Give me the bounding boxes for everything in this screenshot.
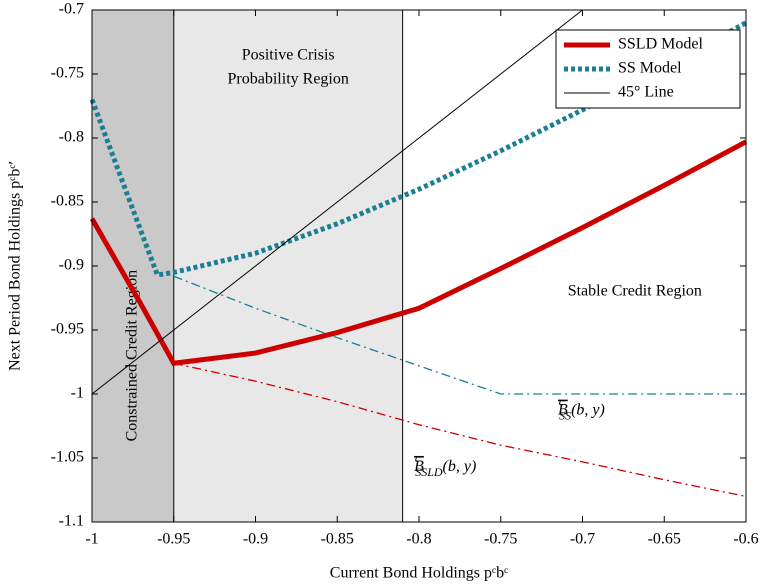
x-axis-label: Current Bond Holdings pᶜbᶜ [330, 565, 508, 582]
region-label: Constrained Credit Region [124, 270, 141, 442]
y-tick-label: -0.95 [51, 321, 84, 338]
label-base: B [414, 458, 424, 475]
legend-label: SS Model [618, 60, 682, 77]
label-sup: c [415, 451, 421, 465]
x-tick-label: -0.95 [157, 531, 190, 548]
y-tick-label: -0.9 [59, 257, 84, 274]
label-args: (b, y) [443, 458, 477, 475]
y-tick-label: -1 [71, 385, 84, 402]
legend-label: 45° Line [618, 84, 674, 101]
boundary-label: Bc SS(b, y) [558, 394, 605, 422]
y-tick-label: -1.05 [51, 449, 84, 466]
label-base: B [558, 401, 568, 418]
plot-frame [91, 9, 747, 523]
x-tick-label: -1 [85, 531, 98, 548]
y-tick-label: -0.8 [59, 129, 84, 146]
region-label: Positive Crisis [242, 46, 335, 63]
boundary-line [173, 275, 746, 395]
y-axis-label: Next Period Bond Holdings pᶜbᶜ′ [7, 161, 24, 371]
y-tick-label: -0.75 [51, 65, 84, 82]
boundary-label: Bc SSLD(b, y) [414, 451, 476, 479]
x-tick-label: -0.75 [484, 531, 517, 548]
legend-label: SSLD Model [618, 36, 703, 53]
boundary-line [173, 362, 747, 498]
x-tick-label: -0.85 [321, 531, 354, 548]
region-label: Probability Region [228, 70, 349, 87]
label-sub: SSLD [415, 465, 443, 479]
label-args: (b, y) [571, 401, 605, 418]
y-tick-label: -0.7 [59, 1, 84, 18]
series-line [91, 9, 583, 395]
series-line [89, 139, 748, 366]
region [92, 10, 174, 522]
x-tick-label: -0.7 [570, 531, 595, 548]
x-tick-label: -0.9 [243, 531, 268, 548]
y-tick-label: -0.85 [51, 193, 84, 210]
annotation: Stable Credit Region [568, 282, 702, 299]
x-tick-label: -0.6 [733, 531, 758, 548]
label-sub: SS [559, 408, 571, 422]
x-tick-label: -0.65 [648, 531, 681, 548]
y-tick-label: -1.1 [59, 513, 84, 530]
region [173, 10, 403, 522]
x-tick-label: -0.8 [406, 531, 431, 548]
label-sup: c [559, 394, 565, 408]
